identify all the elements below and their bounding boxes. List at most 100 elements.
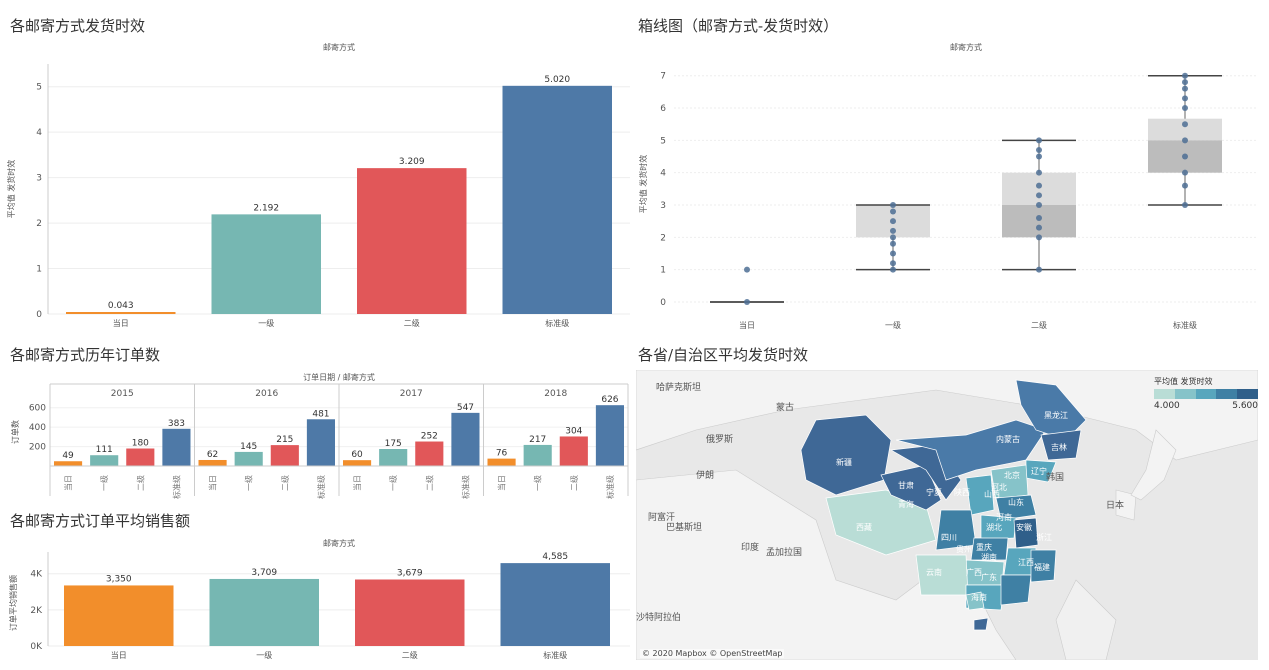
data-point bbox=[1036, 224, 1042, 231]
x-tick-label: 一级 bbox=[256, 650, 272, 660]
bar-value-label: 62 bbox=[207, 450, 218, 460]
legend-swatch bbox=[1195, 389, 1217, 399]
country-label: 沙特阿拉伯 bbox=[636, 611, 681, 623]
bar-当日 bbox=[198, 459, 227, 466]
bar-一级 bbox=[379, 449, 408, 466]
x-tick-label: 标准级 bbox=[605, 475, 615, 499]
bar-value-label: 180 bbox=[132, 439, 149, 449]
data-point bbox=[890, 218, 896, 225]
bar-value-label: 3.209 bbox=[399, 157, 425, 167]
province-label: 海南 bbox=[971, 592, 987, 602]
legend-swatch bbox=[1216, 389, 1238, 399]
bar-value-label: 145 bbox=[240, 442, 257, 452]
bar-value-label: 217 bbox=[529, 435, 546, 445]
data-point bbox=[744, 299, 750, 305]
bar-二级 bbox=[270, 445, 299, 466]
y-tick-label: 4 bbox=[660, 169, 666, 179]
y-tick-label: 6 bbox=[660, 104, 666, 114]
data-point bbox=[1182, 105, 1188, 112]
year-header: 2015 bbox=[111, 389, 134, 399]
x-tick-label: 当日 bbox=[111, 650, 127, 660]
bar-二级 bbox=[357, 168, 467, 314]
bar-二级 bbox=[415, 441, 444, 466]
data-point bbox=[1182, 169, 1188, 176]
y-axis-label: 平均值 发货时效 bbox=[638, 155, 648, 214]
bar-value-label: 2.192 bbox=[253, 203, 279, 213]
country-label: 阿富汗 bbox=[648, 511, 675, 523]
map-legend-min: 4.000 bbox=[1154, 401, 1180, 411]
data-point bbox=[1182, 137, 1188, 144]
x-tick-label: 一级 bbox=[258, 318, 274, 328]
bar-一级 bbox=[90, 455, 119, 466]
x-tick-label: 二级 bbox=[404, 318, 420, 328]
avg-sales-chart[interactable]: 邮寄方式订单平均销售额 0K 2K 4K 3,350 当日 3,709 一级 3,679 二级 4,… bbox=[0, 534, 632, 664]
data-point bbox=[890, 202, 896, 209]
bar-标准级 bbox=[500, 563, 610, 646]
province-label: 江西 bbox=[1018, 558, 1034, 567]
data-point bbox=[1182, 79, 1188, 86]
year-header: 2018 bbox=[544, 389, 567, 399]
data-point bbox=[1036, 202, 1042, 209]
bar-标准级 bbox=[306, 419, 335, 466]
data-point bbox=[744, 266, 750, 273]
bar-一级 bbox=[523, 444, 552, 466]
x-tick-label: 二级 bbox=[280, 475, 290, 491]
x-tick-label: 二级 bbox=[402, 650, 418, 660]
bar-标准级 bbox=[595, 405, 624, 466]
province-label: 辽宁 bbox=[1031, 466, 1047, 476]
data-point bbox=[1182, 182, 1188, 189]
province-label: 安徽 bbox=[1016, 522, 1032, 532]
bar-一级 bbox=[234, 451, 263, 466]
data-point bbox=[890, 208, 896, 215]
bar-value-label: 175 bbox=[385, 439, 402, 449]
bar-二级 bbox=[559, 436, 588, 466]
province-map[interactable]: 哈萨克斯坦 蒙古 俄罗斯 伊朗 巴基斯坦 印度 孟加拉国 日本 韩国 阿富汗 沙特阿拉伯 新疆 西藏 青海… bbox=[636, 370, 1258, 660]
y-tick-label: 4 bbox=[36, 128, 42, 138]
country-label: 伊朗 bbox=[696, 469, 714, 481]
data-point bbox=[890, 234, 896, 241]
bar-value-label: 76 bbox=[496, 449, 508, 459]
x-tick-label: 当日 bbox=[497, 475, 507, 491]
y-axis-label: 订单平均销售额 bbox=[8, 575, 18, 631]
bar-value-label: 0.043 bbox=[108, 301, 134, 311]
bar-value-label: 3,709 bbox=[251, 568, 277, 578]
bar-当日 bbox=[487, 458, 516, 466]
bar-标准级 bbox=[451, 412, 480, 466]
country-label: 蒙古 bbox=[776, 401, 794, 413]
x-tick-label: 标准级 bbox=[545, 318, 569, 328]
chart-header: 邮寄方式 bbox=[950, 42, 982, 52]
y-axis-label: 平均值 发货时效 bbox=[6, 160, 16, 219]
box-lower bbox=[1002, 205, 1076, 238]
country-label: 巴基斯坦 bbox=[666, 521, 702, 533]
y-tick-label: 3 bbox=[36, 174, 42, 184]
chart-header: 邮寄方式 bbox=[323, 538, 355, 548]
bar-value-label: 626 bbox=[601, 395, 618, 405]
y-tick-label: 200 bbox=[29, 443, 46, 453]
country-label: 印度 bbox=[741, 541, 759, 553]
x-tick-label: 一级 bbox=[99, 475, 109, 491]
x-tick-label: 一级 bbox=[244, 475, 254, 491]
data-point bbox=[890, 266, 896, 273]
bar-当日 bbox=[54, 461, 83, 466]
chart-header: 邮寄方式 bbox=[323, 42, 355, 52]
x-tick-label: 标准级 bbox=[543, 650, 567, 660]
y-tick-label: 3 bbox=[660, 201, 666, 211]
legend-swatch bbox=[1237, 389, 1258, 399]
map-attribution[interactable]: © 2020 Mapbox © OpenStreetMap bbox=[640, 649, 785, 658]
data-point bbox=[890, 240, 896, 247]
country-label: 哈萨克斯坦 bbox=[656, 381, 701, 393]
country-label: 俄罗斯 bbox=[706, 433, 733, 445]
data-point bbox=[890, 260, 896, 267]
x-tick-label: 二级 bbox=[1031, 320, 1047, 330]
province-label: 四川 bbox=[941, 533, 957, 542]
sales-chart-title: 各邮寄方式订单平均销售额 bbox=[10, 512, 191, 530]
x-tick-label: 当日 bbox=[208, 475, 218, 491]
data-point bbox=[1182, 85, 1188, 92]
bar-当日 bbox=[66, 312, 176, 314]
x-tick-label: 标准级 bbox=[460, 475, 470, 499]
boxplot-title: 箱线图（邮寄方式-发货时效） bbox=[638, 17, 839, 35]
province-label: 广东 bbox=[981, 572, 997, 582]
